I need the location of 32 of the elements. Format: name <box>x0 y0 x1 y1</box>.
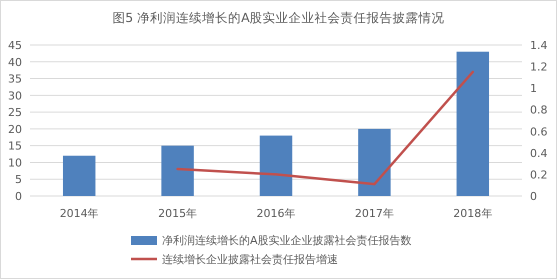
y-tick-label: 15 <box>8 140 22 153</box>
bar <box>456 52 490 196</box>
x-tick-label: 2015年 <box>158 207 198 220</box>
legend-label: 净利润连续增长的A股实业企业披露社会责任报告数 <box>162 234 412 247</box>
y-tick-label: 10 <box>8 156 22 170</box>
x-tick-label: 2018年 <box>453 207 492 220</box>
y-tick-label: 45 <box>8 39 22 52</box>
bar <box>161 146 194 196</box>
x-tick-label: 2017年 <box>354 207 394 220</box>
legend-label: 连续增长企业披露社会责任报告增速 <box>162 253 338 266</box>
bar <box>260 136 292 196</box>
y-tick-label: 30 <box>8 89 22 102</box>
y2-tick-label: 1.4 <box>530 39 548 52</box>
y-tick-label: 20 <box>8 122 22 136</box>
y2-tick-label: 1 <box>530 82 537 96</box>
bar <box>358 128 391 196</box>
y2-tick-label: 0.2 <box>530 168 548 182</box>
y-tick-label: 35 <box>8 72 22 86</box>
y-tick-label: 40 <box>8 56 22 69</box>
y2-tick-label: 0.6 <box>530 125 548 138</box>
line-series <box>176 70 474 186</box>
y-tick-label: 25 <box>8 106 22 120</box>
x-tick-label: 2014年 <box>60 207 99 220</box>
x-tick-label: 2016年 <box>256 207 296 220</box>
chart-title: 图5 净利润连续增长的A股实业企业社会责任报告披露情况 <box>112 10 445 25</box>
bar <box>62 156 96 196</box>
y2-tick-label: 1.2 <box>530 60 548 74</box>
y2-tick-label: 0 <box>530 190 537 203</box>
y-tick-label: 0 <box>15 190 22 203</box>
y-tick-label: 5 <box>15 173 22 186</box>
y2-tick-label: 0.8 <box>530 104 548 117</box>
y2-tick-label: 0.4 <box>530 146 548 160</box>
